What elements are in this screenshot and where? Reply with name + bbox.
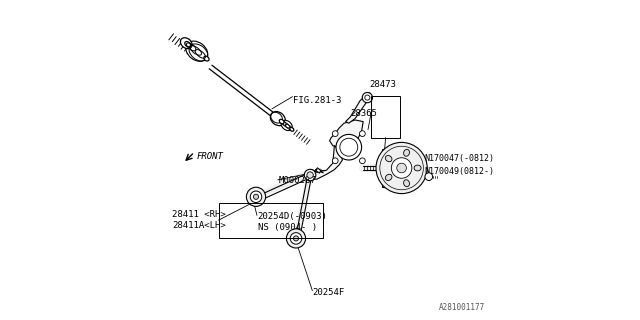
Ellipse shape <box>385 174 392 180</box>
Text: 20254D(-0903): 20254D(-0903) <box>258 212 328 220</box>
Circle shape <box>250 191 262 203</box>
Text: A281001177: A281001177 <box>438 303 484 312</box>
Circle shape <box>360 158 365 164</box>
Text: FRONT: FRONT <box>197 152 223 161</box>
Polygon shape <box>346 93 371 123</box>
Text: M000287: M000287 <box>278 176 316 185</box>
Ellipse shape <box>404 149 410 156</box>
Circle shape <box>360 131 365 137</box>
Ellipse shape <box>186 41 208 61</box>
Ellipse shape <box>204 56 209 61</box>
Circle shape <box>425 173 433 180</box>
Circle shape <box>365 95 370 100</box>
Circle shape <box>336 134 362 160</box>
Text: 20254F: 20254F <box>312 288 344 297</box>
Ellipse shape <box>180 38 192 49</box>
Text: 28365: 28365 <box>351 109 377 118</box>
Circle shape <box>332 131 338 137</box>
Circle shape <box>392 158 412 178</box>
Ellipse shape <box>290 127 294 131</box>
Circle shape <box>287 229 306 248</box>
Circle shape <box>291 233 302 244</box>
Text: FIG.281-3: FIG.281-3 <box>292 96 341 105</box>
Circle shape <box>362 92 372 103</box>
Circle shape <box>253 194 259 199</box>
Circle shape <box>307 172 314 178</box>
Circle shape <box>340 138 358 156</box>
Circle shape <box>376 142 428 194</box>
Text: 28411 <RH>: 28411 <RH> <box>172 210 226 219</box>
Ellipse shape <box>385 156 392 162</box>
Polygon shape <box>307 146 342 179</box>
Text: NS (0904- ): NS (0904- ) <box>258 223 317 232</box>
Circle shape <box>305 169 316 181</box>
Circle shape <box>397 163 406 173</box>
Bar <box>383 149 406 187</box>
Ellipse shape <box>279 119 284 124</box>
Bar <box>371 96 400 138</box>
Bar <box>219 203 323 238</box>
Text: 28411A<LH>: 28411A<LH> <box>172 221 226 230</box>
Circle shape <box>246 187 266 206</box>
Polygon shape <box>330 120 364 150</box>
Circle shape <box>332 158 338 164</box>
Ellipse shape <box>270 112 285 126</box>
Text: N170047(-0812): N170047(-0812) <box>424 154 494 163</box>
Ellipse shape <box>185 42 191 47</box>
Circle shape <box>293 236 298 241</box>
Ellipse shape <box>404 180 410 187</box>
Text: 28473: 28473 <box>370 80 396 89</box>
Text: N170049(0812-): N170049(0812-) <box>424 167 494 176</box>
Ellipse shape <box>316 169 321 172</box>
Ellipse shape <box>281 120 292 131</box>
Ellipse shape <box>414 165 421 171</box>
